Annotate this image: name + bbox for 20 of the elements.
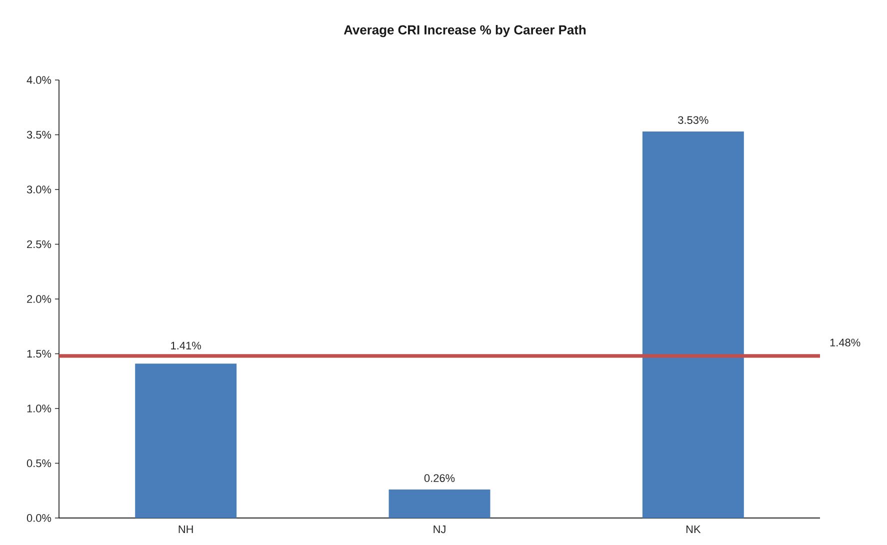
y-tick-label: 0.0% (26, 514, 52, 522)
bar (388, 490, 490, 518)
bar (642, 131, 744, 518)
data-label: 0.26% (424, 474, 455, 482)
y-tick-label: 3.0% (26, 186, 52, 194)
y-tick-label: 1.0% (27, 404, 52, 412)
bar (135, 364, 237, 518)
x-tick-label: NJ (434, 526, 446, 534)
y-tick-label: 3.5% (26, 130, 52, 139)
y-tick-label: 4.0% (26, 76, 52, 84)
chart-title: Average CRI Increase % by Career Path (344, 24, 586, 38)
x-tick-label: NH (178, 526, 193, 534)
y-tick-label: 1.5% (27, 350, 52, 358)
y-tick-label: 0.5% (26, 459, 52, 468)
data-label: 3.53% (678, 116, 708, 124)
y-tick-label: 2.5% (27, 240, 52, 248)
data-label: 1.41% (171, 342, 201, 350)
x-tick-label: NK (686, 526, 701, 534)
y-tick-label: 2.0% (27, 295, 52, 303)
ref-line-label: 1.48% (830, 338, 860, 346)
